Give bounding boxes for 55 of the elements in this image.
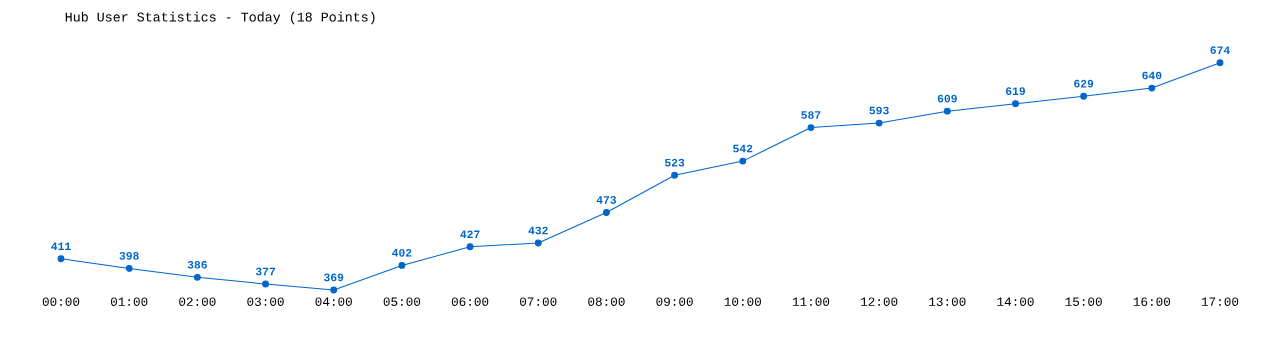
data-label: 411	[51, 242, 71, 250]
data-label: 609	[937, 94, 957, 103]
x-tick-label: 14:00	[997, 297, 1034, 306]
point	[943, 107, 951, 115]
x-tick-label: 10:00	[724, 297, 761, 306]
x-tick-label: 07:00	[520, 297, 557, 306]
point	[398, 261, 406, 269]
data-label: 369	[324, 273, 344, 282]
point	[57, 255, 65, 263]
x-tick-label: 17:00	[1201, 297, 1239, 306]
x-tick-label: 03:00	[247, 297, 284, 306]
x-tick-label: 05:00	[383, 297, 421, 306]
point	[262, 280, 269, 288]
point	[1012, 100, 1019, 108]
data-label: 377	[255, 267, 275, 276]
data-label: 619	[1005, 87, 1026, 95]
x-tick-label: 15:00	[1065, 297, 1102, 306]
point	[602, 209, 610, 216]
x-tick-label: 08:00	[588, 297, 625, 306]
chart-title: Hub User Statistics - Today (18 Points)	[65, 11, 375, 25]
point	[330, 286, 338, 294]
data-label: 587	[801, 111, 821, 119]
point	[534, 239, 542, 247]
x-tick-label: 09:00	[656, 297, 693, 306]
data-label: 402	[392, 249, 412, 257]
x-tick-label: 02:00	[179, 297, 216, 306]
x-tick-label: 11:00	[792, 297, 830, 306]
data-label: 473	[596, 196, 617, 204]
point	[1080, 92, 1088, 100]
x-tick-label: 13:00	[929, 297, 966, 306]
point	[807, 124, 815, 131]
point	[193, 273, 201, 281]
data-label: 629	[1074, 79, 1094, 88]
x-tick-label: 06:00	[451, 297, 489, 306]
data-label: 640	[1142, 71, 1162, 80]
data-label: 523	[664, 158, 685, 167]
point	[739, 157, 747, 165]
x-tick-label: 00:00	[42, 297, 80, 306]
point	[875, 119, 883, 127]
data-label: 542	[733, 144, 753, 153]
point	[125, 264, 133, 272]
x-tick-label: 01:00	[110, 297, 148, 306]
point	[1216, 59, 1224, 67]
x-tick-label: 12:00	[861, 297, 898, 306]
data-label: 432	[528, 226, 548, 235]
point	[671, 171, 679, 179]
point	[466, 243, 474, 251]
x-tick-label: 04:00	[315, 297, 352, 306]
data-label: 674	[1210, 46, 1230, 55]
x-tick-label: 16:00	[1133, 297, 1171, 306]
data-label: 427	[460, 230, 480, 239]
point	[1148, 84, 1156, 92]
data-label: 593	[869, 106, 889, 115]
data-label: 386	[187, 260, 207, 269]
data-label: 398	[119, 251, 139, 260]
